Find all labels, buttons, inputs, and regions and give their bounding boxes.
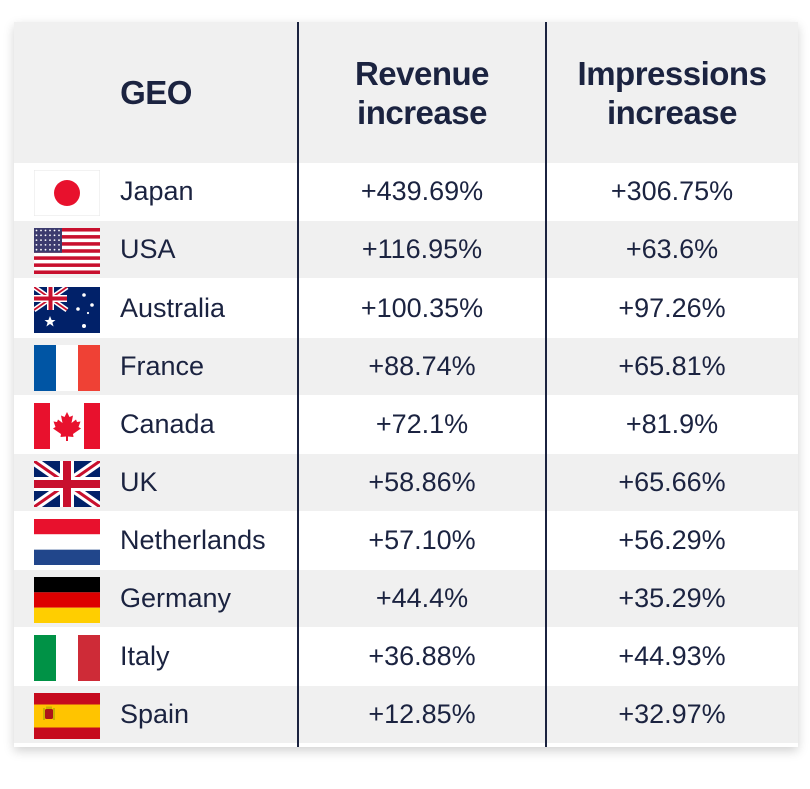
table-row: Spain +12.85% +32.97% (14, 686, 798, 743)
japan-flag-icon (33, 169, 101, 217)
revenue-increase-value: +439.69% (360, 176, 484, 206)
uk-flag-icon (31, 457, 103, 511)
revenue-increase-value: +12.85% (368, 699, 476, 729)
country-name: Canada (120, 409, 215, 439)
header-revenue-line1: Revenue (354, 54, 490, 92)
canada-flag-icon (34, 403, 100, 449)
table-row: Germany +44.4% +35.29% (14, 570, 798, 627)
table-row: Japan +439.69% +306.75% (14, 163, 798, 220)
france-flag-icon (34, 345, 100, 391)
revenue-increase-value: +88.74% (368, 351, 476, 381)
country-name: Germany (120, 583, 232, 613)
australia-flag-icon (32, 284, 100, 333)
table-row: Canada +72.1% +81.9% (14, 396, 798, 453)
table-row: Italy +36.88% +44.93% (14, 628, 798, 685)
impressions-increase-value: +81.9% (625, 409, 719, 439)
revenue-increase-value: +57.10% (368, 525, 476, 555)
revenue-increase-value: +72.1% (375, 409, 469, 439)
table-row: Netherlands +57.10% +56.29% (14, 512, 798, 569)
impressions-increase-value: +35.29% (618, 583, 726, 613)
country-name: Australia (120, 293, 226, 323)
header-revenue: Revenue increase (298, 22, 546, 163)
table-row: USA +116.95% +63.6% (14, 221, 798, 278)
country-name: Netherlands (120, 525, 266, 555)
revenue-increase-value: +36.88% (368, 641, 476, 671)
header-impressions-line2: increase (607, 93, 737, 131)
country-name: Japan (120, 176, 194, 206)
impressions-increase-value: +65.66% (618, 467, 726, 497)
usa-flag-icon (34, 228, 100, 274)
revenue-increase-value: +100.35% (360, 293, 484, 323)
impressions-increase-value: +32.97% (618, 699, 726, 729)
header-geo: GEO (14, 22, 298, 163)
impressions-increase-value: +44.93% (618, 641, 726, 671)
geo-table: GEO Revenue increase Impressions increas… (14, 22, 798, 747)
impressions-increase-value: +63.6% (625, 234, 719, 264)
country-name: USA (120, 234, 176, 264)
impressions-increase-value: +97.26% (618, 293, 726, 323)
germany-flag-icon (34, 577, 100, 623)
header-revenue-line2: increase (357, 93, 487, 131)
italy-flag-icon (34, 635, 100, 681)
netherlands-flag-icon (34, 519, 100, 565)
spain-flag-icon (34, 693, 100, 739)
revenue-increase-value: +44.4% (375, 583, 469, 613)
impressions-increase-value: +65.81% (618, 351, 726, 381)
header-impressions: Impressions increase (546, 22, 798, 163)
country-name: Spain (120, 699, 190, 729)
header-geo-label: GEO (120, 74, 192, 111)
table-header: GEO Revenue increase Impressions increas… (14, 22, 798, 163)
revenue-increase-value: +58.86% (368, 467, 476, 497)
column-divider-1 (297, 22, 299, 747)
table-row: UK +58.86% +65.66% (14, 454, 798, 511)
impressions-increase-value: +306.75% (610, 176, 734, 206)
country-name: France (120, 351, 205, 381)
header-impressions-line1: Impressions (577, 54, 767, 92)
column-divider-2 (545, 22, 547, 747)
impressions-increase-value: +56.29% (618, 525, 726, 555)
country-name: Italy (120, 641, 170, 671)
revenue-increase-value: +116.95% (361, 234, 483, 264)
table-row: Australia +100.35% +97.26% (14, 280, 798, 337)
table-row: France +88.74% +65.81% (14, 338, 798, 395)
country-name: UK (120, 467, 158, 497)
